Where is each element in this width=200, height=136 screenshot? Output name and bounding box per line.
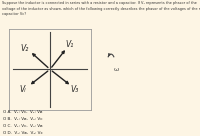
Text: V₃: V₃ — [70, 85, 78, 94]
Text: Vₗ: Vₗ — [19, 85, 26, 94]
Text: V₂: V₂ — [20, 44, 29, 53]
Text: ω: ω — [114, 67, 119, 72]
Text: O B.  V₁: Vᴃ,  V₂: Vᴄ: O B. V₁: Vᴃ, V₂: Vᴄ — [3, 117, 43, 121]
Text: O D.  V₁: Vᴃ,  V₃: Vᴄ: O D. V₁: Vᴃ, V₃: Vᴄ — [3, 132, 43, 135]
Text: V₁: V₁ — [65, 40, 74, 49]
Text: Suppose the inductor is connected in series with a resistor and a capacitor. If : Suppose the inductor is connected in ser… — [2, 1, 200, 16]
Text: O C.  V₁: Vᴄ,  V₃: Vᴃ: O C. V₁: Vᴄ, V₃: Vᴃ — [3, 124, 43, 128]
Text: O A.  V₁: Vᴄ,  V₂: Vᴃ: O A. V₁: Vᴄ, V₂: Vᴃ — [3, 110, 43, 114]
